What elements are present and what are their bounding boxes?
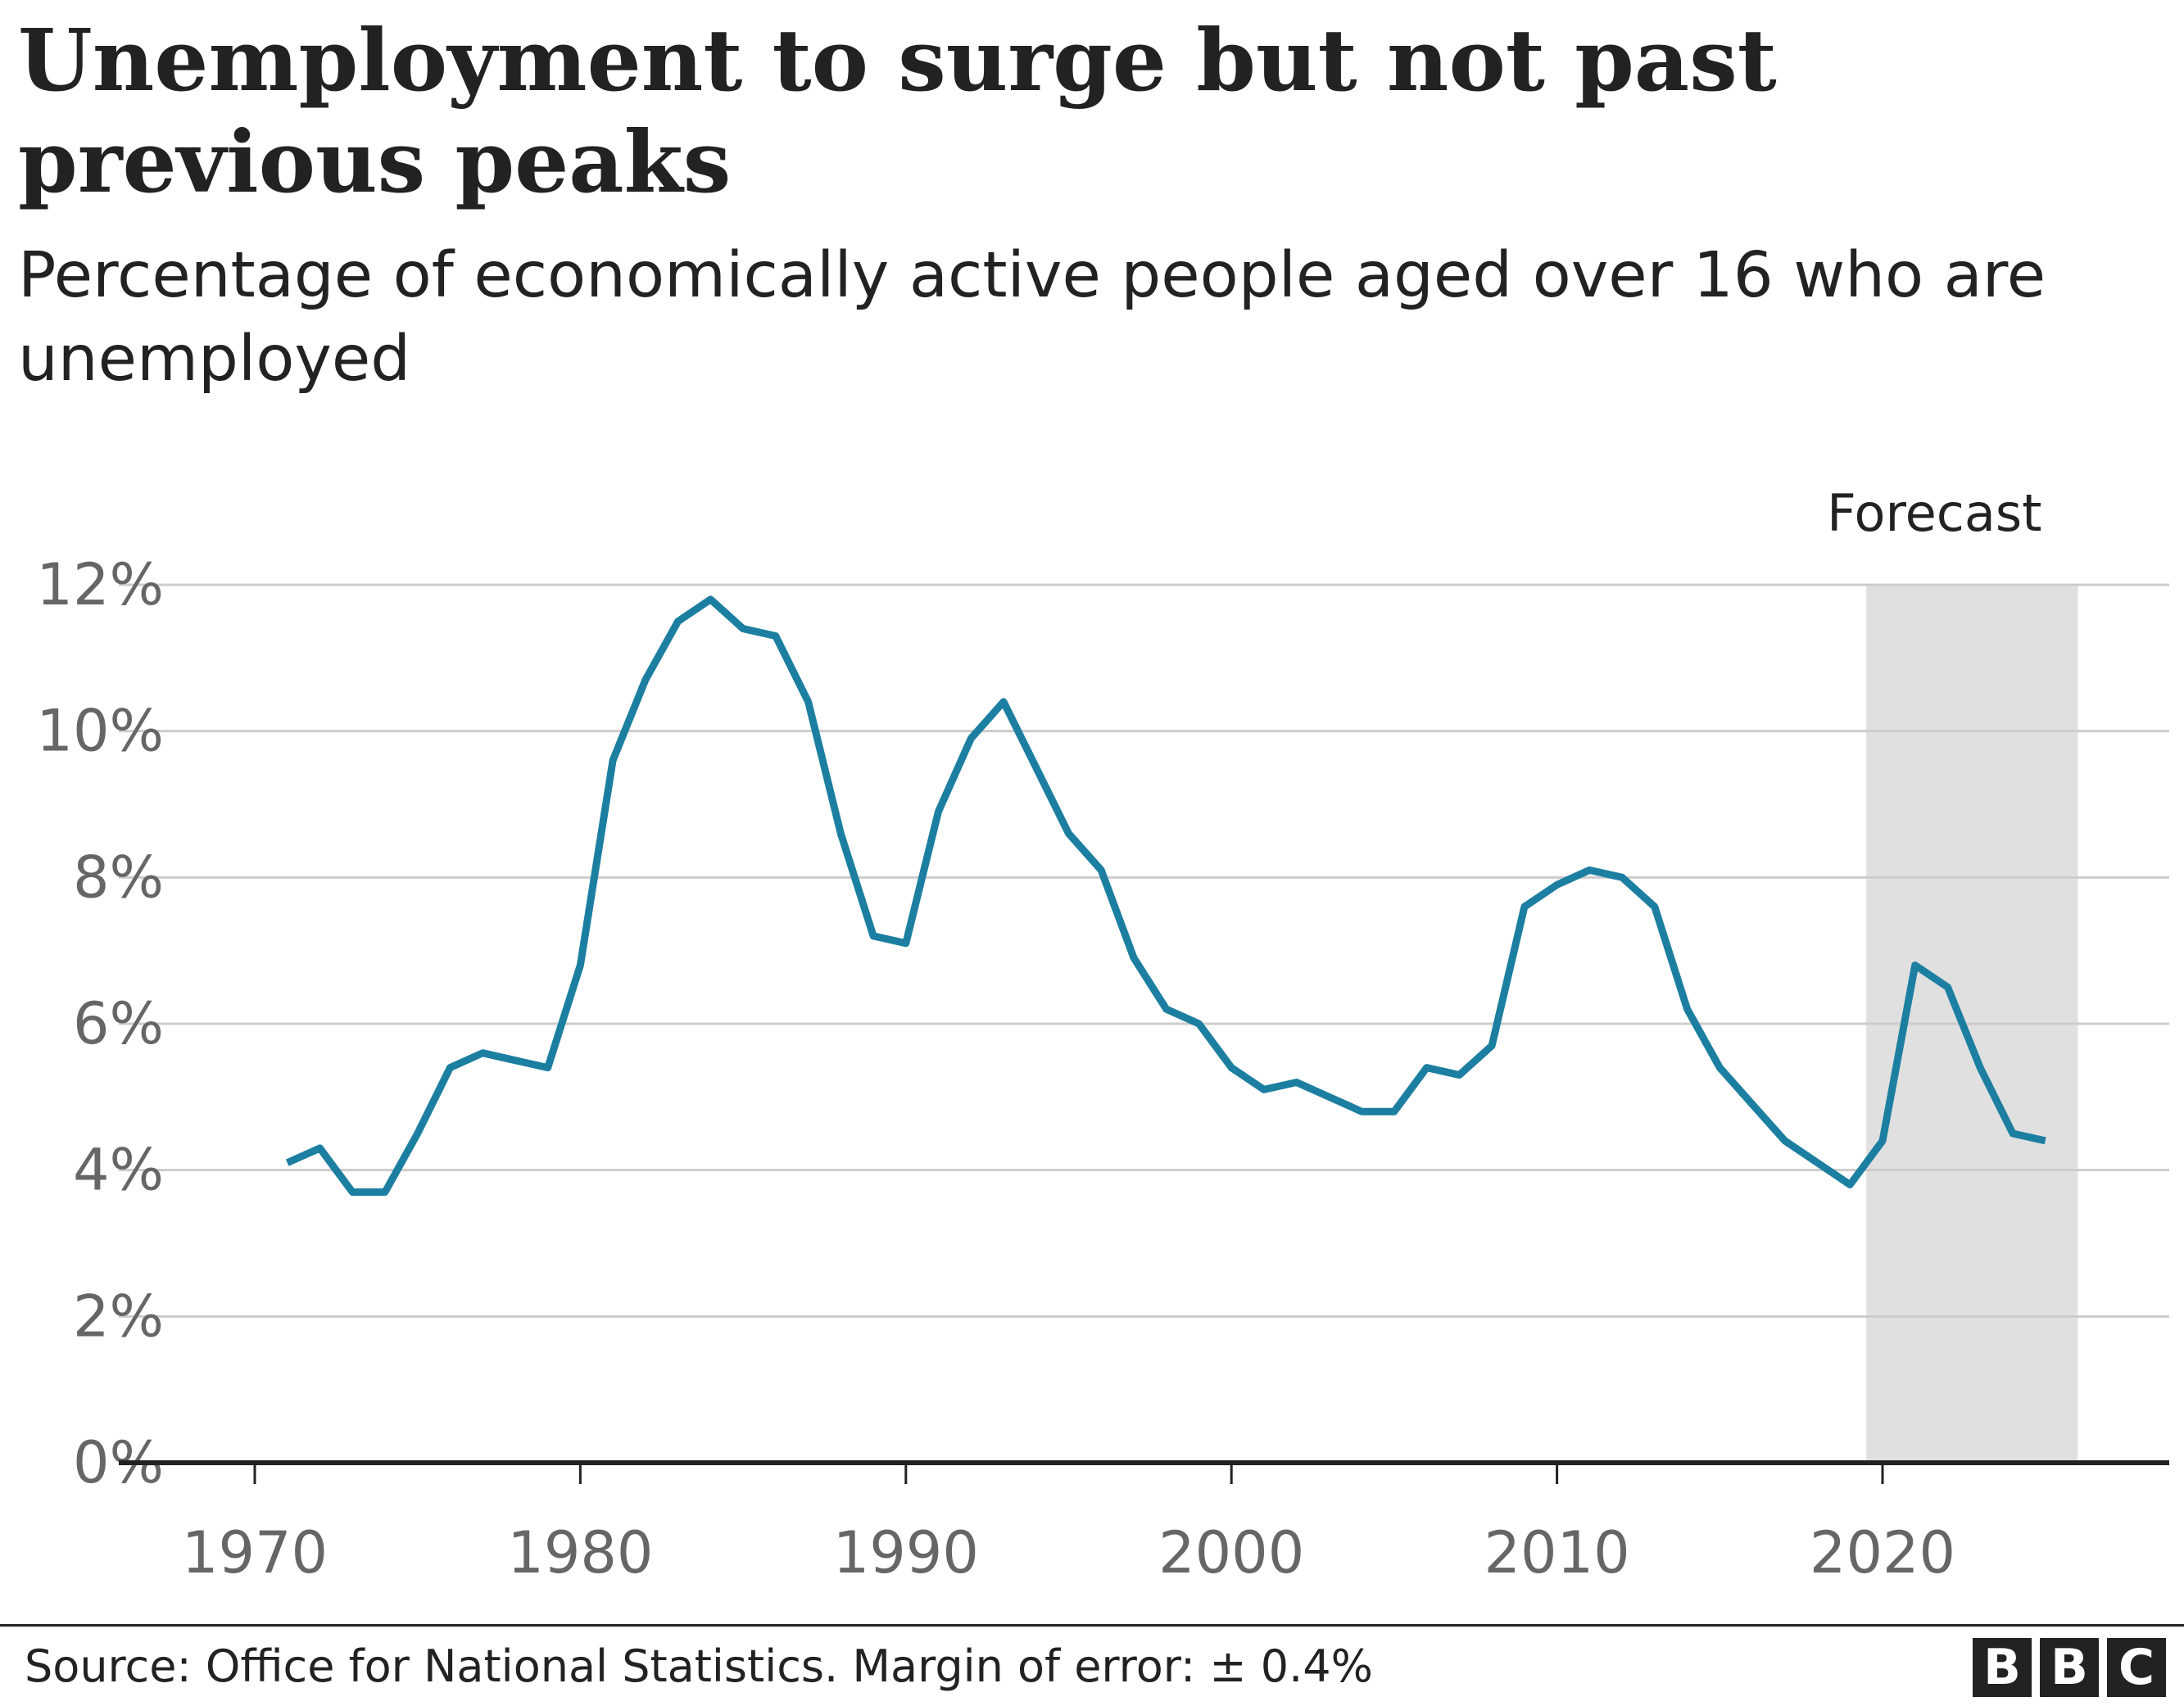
data-point [903,940,909,947]
bbc-logo-letter: C [2107,1638,2166,1697]
data-point [349,1188,356,1195]
data-point [1749,1101,1756,1107]
data-points [284,596,2049,1196]
data-point [577,962,583,969]
data-point [642,677,649,683]
data-point [609,757,616,763]
y-tick-label: 6% [73,990,164,1057]
data-point [2010,1130,2016,1137]
data-point [1554,881,1561,888]
unemployment-line-chart: Forecast 0%2%4%6%8%10%12% 1970 1980 1990 20… [36,483,2169,1586]
x-tick-label: 2010 [1484,1519,1630,1586]
source-note: Source: Office for National Statistics. … [25,1640,1373,1692]
data-point [1684,1006,1691,1012]
data-point [1782,1138,1788,1144]
chart-subtitle: Percentage of economically active people… [18,239,2046,396]
y-tick-label: 10% [36,698,164,765]
x-tick-label: 1980 [507,1519,653,1586]
data-point [415,1130,421,1137]
data-point [1879,1138,1886,1144]
data-point [545,1065,551,1071]
data-point [1424,1065,1430,1071]
data-point [512,1057,519,1064]
x-tick-label: 2000 [1158,1519,1304,1586]
data-point [870,933,877,939]
data-point [1261,1086,1267,1093]
y-tick-label: 12% [36,551,164,618]
data-point [1294,1079,1300,1085]
gridlines [119,583,2169,1318]
bbc-logo-letter: B [2040,1638,2099,1697]
data-point [1098,867,1104,873]
data-point [2042,1138,2049,1144]
data-point [1325,1093,1332,1100]
data-point [1195,1020,1202,1027]
data-point [446,1065,453,1071]
data-point [1228,1065,1235,1071]
data-point [773,633,779,640]
data-point [1066,830,1072,837]
data-point [1977,1065,1983,1071]
series-unemployment-rate [285,595,2046,1196]
data-point [1521,903,1528,910]
data-point [805,699,812,705]
data-point [1456,1072,1462,1079]
data-point [1619,874,1625,880]
data-point [837,830,844,837]
y-tick-label: 4% [73,1137,164,1204]
forecast-label: Forecast [1827,483,2041,543]
footer-divider [0,1624,2184,1627]
y-axis-tick-labels: 0%2%4%6%8%10%12% [36,551,164,1496]
x-axis-ticks: 1970 1980 1990 2000 2010 2020 [182,1463,1955,1586]
x-tick-label: 1990 [833,1519,979,1586]
data-point [316,1145,323,1152]
data-point [740,626,746,632]
y-tick-label: 2% [73,1283,164,1350]
data-point [936,808,942,815]
data-point [1358,1108,1365,1115]
bbc-logo-letter: B [1973,1638,2032,1697]
data-point [967,735,974,742]
data-point [1912,962,1919,969]
data-point [1488,1043,1495,1049]
bbc-logo: B B C [1973,1638,2166,1697]
data-point [1000,699,1007,705]
data-point [479,1050,486,1057]
data-point [1586,867,1593,873]
x-tick-label: 1970 [182,1519,328,1586]
data-point [1846,1182,1853,1188]
series-line [285,595,2046,1196]
data-point [1391,1108,1398,1115]
data-point [1033,764,1040,771]
data-point [1131,955,1137,962]
data-point [1163,1006,1170,1012]
y-tick-label: 8% [73,844,164,911]
data-point [1652,903,1658,910]
data-point [675,618,682,625]
data-point [707,596,714,603]
data-point [1815,1160,1821,1166]
data-point [1944,984,1951,990]
x-tick-label: 2020 [1810,1519,1955,1586]
data-point [1716,1065,1723,1071]
data-point [284,1160,291,1166]
data-point [382,1188,388,1195]
chart-title: Unemployment to surge but not past previ… [18,10,1777,212]
